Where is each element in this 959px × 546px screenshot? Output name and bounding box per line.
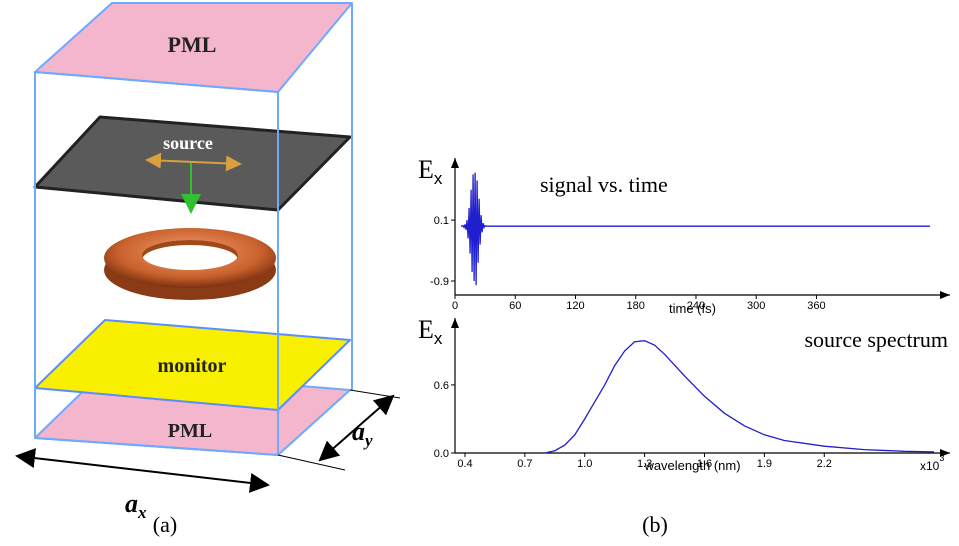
annotation: source spectrum: [804, 327, 948, 352]
ax-subscript: x: [137, 503, 147, 522]
pml-label: PML: [168, 420, 212, 442]
box-edges: [34, 3, 353, 456]
x-tick-label: 0.7: [517, 458, 532, 470]
extension-line: [277, 454, 346, 471]
x-tick-label: 360: [807, 300, 825, 312]
ay-symbol: a: [352, 417, 365, 446]
x-tick-label: 240: [687, 300, 705, 312]
x-unit-base: x10: [920, 459, 940, 473]
ay-dimension: [318, 394, 395, 462]
x-tick-label: 300: [747, 300, 765, 312]
axis-arrow: [940, 291, 950, 299]
x-tick-label: 1.0: [577, 458, 592, 470]
y-label-symbol: E: [418, 155, 434, 184]
x-tick-label: 1.9: [757, 458, 772, 470]
ay-subscript: y: [363, 431, 373, 450]
axis-arrow: [940, 449, 950, 457]
data-line: [544, 340, 935, 454]
x-tick-label: 2.2: [817, 458, 832, 470]
y-axis-label: Ex: [418, 155, 443, 188]
x-tick-label: 1.3: [637, 458, 652, 470]
x-tick-label: 120: [566, 300, 584, 312]
y-label-subscript: x: [434, 169, 443, 188]
caption: (b): [642, 512, 668, 537]
polarization-arrow: [145, 152, 242, 172]
extension-line: [349, 389, 401, 399]
x-axis-label: wavelength (nm): [643, 458, 740, 473]
caption: (a): [153, 512, 177, 537]
ax-dimension: [15, 448, 270, 493]
x-tick-label: 1.6: [697, 458, 712, 470]
torus-hole: [142, 240, 238, 270]
y-tick-label: 0.0: [434, 448, 449, 460]
torus-inner: [142, 240, 238, 260]
ay-label: ay: [352, 417, 373, 450]
pml-label: PML: [168, 32, 217, 57]
y-label-subscript: x: [434, 329, 443, 348]
x-unit-exponent: 3: [939, 453, 944, 463]
monitor-plane: [34, 319, 351, 411]
monitor-label: monitor: [158, 355, 227, 377]
axis-arrow: [451, 318, 459, 328]
diagram: PML source monitor PML ax ay (a): [15, 2, 401, 537]
x-tick-label: 180: [627, 300, 645, 312]
y-tick-label: 0.1: [434, 215, 449, 227]
x-tick-label: 0: [452, 300, 458, 312]
y-tick-label: -0.9: [430, 276, 449, 288]
source-plane: [33, 115, 352, 212]
annotation: signal vs. time: [540, 172, 668, 197]
axis-arrow: [451, 158, 459, 168]
data-line: [461, 172, 930, 286]
x-axis-label: time (fs): [669, 301, 716, 316]
y-label-symbol: E: [418, 315, 434, 344]
x-tick-label: 0.4: [457, 458, 472, 470]
ax-label: ax: [125, 489, 147, 522]
y-axis-label: Ex: [418, 315, 443, 348]
x-unit: x103: [920, 453, 944, 473]
y-tick-label: 0.6: [434, 380, 449, 392]
source-label: source: [163, 133, 213, 153]
ax-symbol: a: [125, 489, 138, 518]
x-tick-label: 60: [509, 300, 521, 312]
